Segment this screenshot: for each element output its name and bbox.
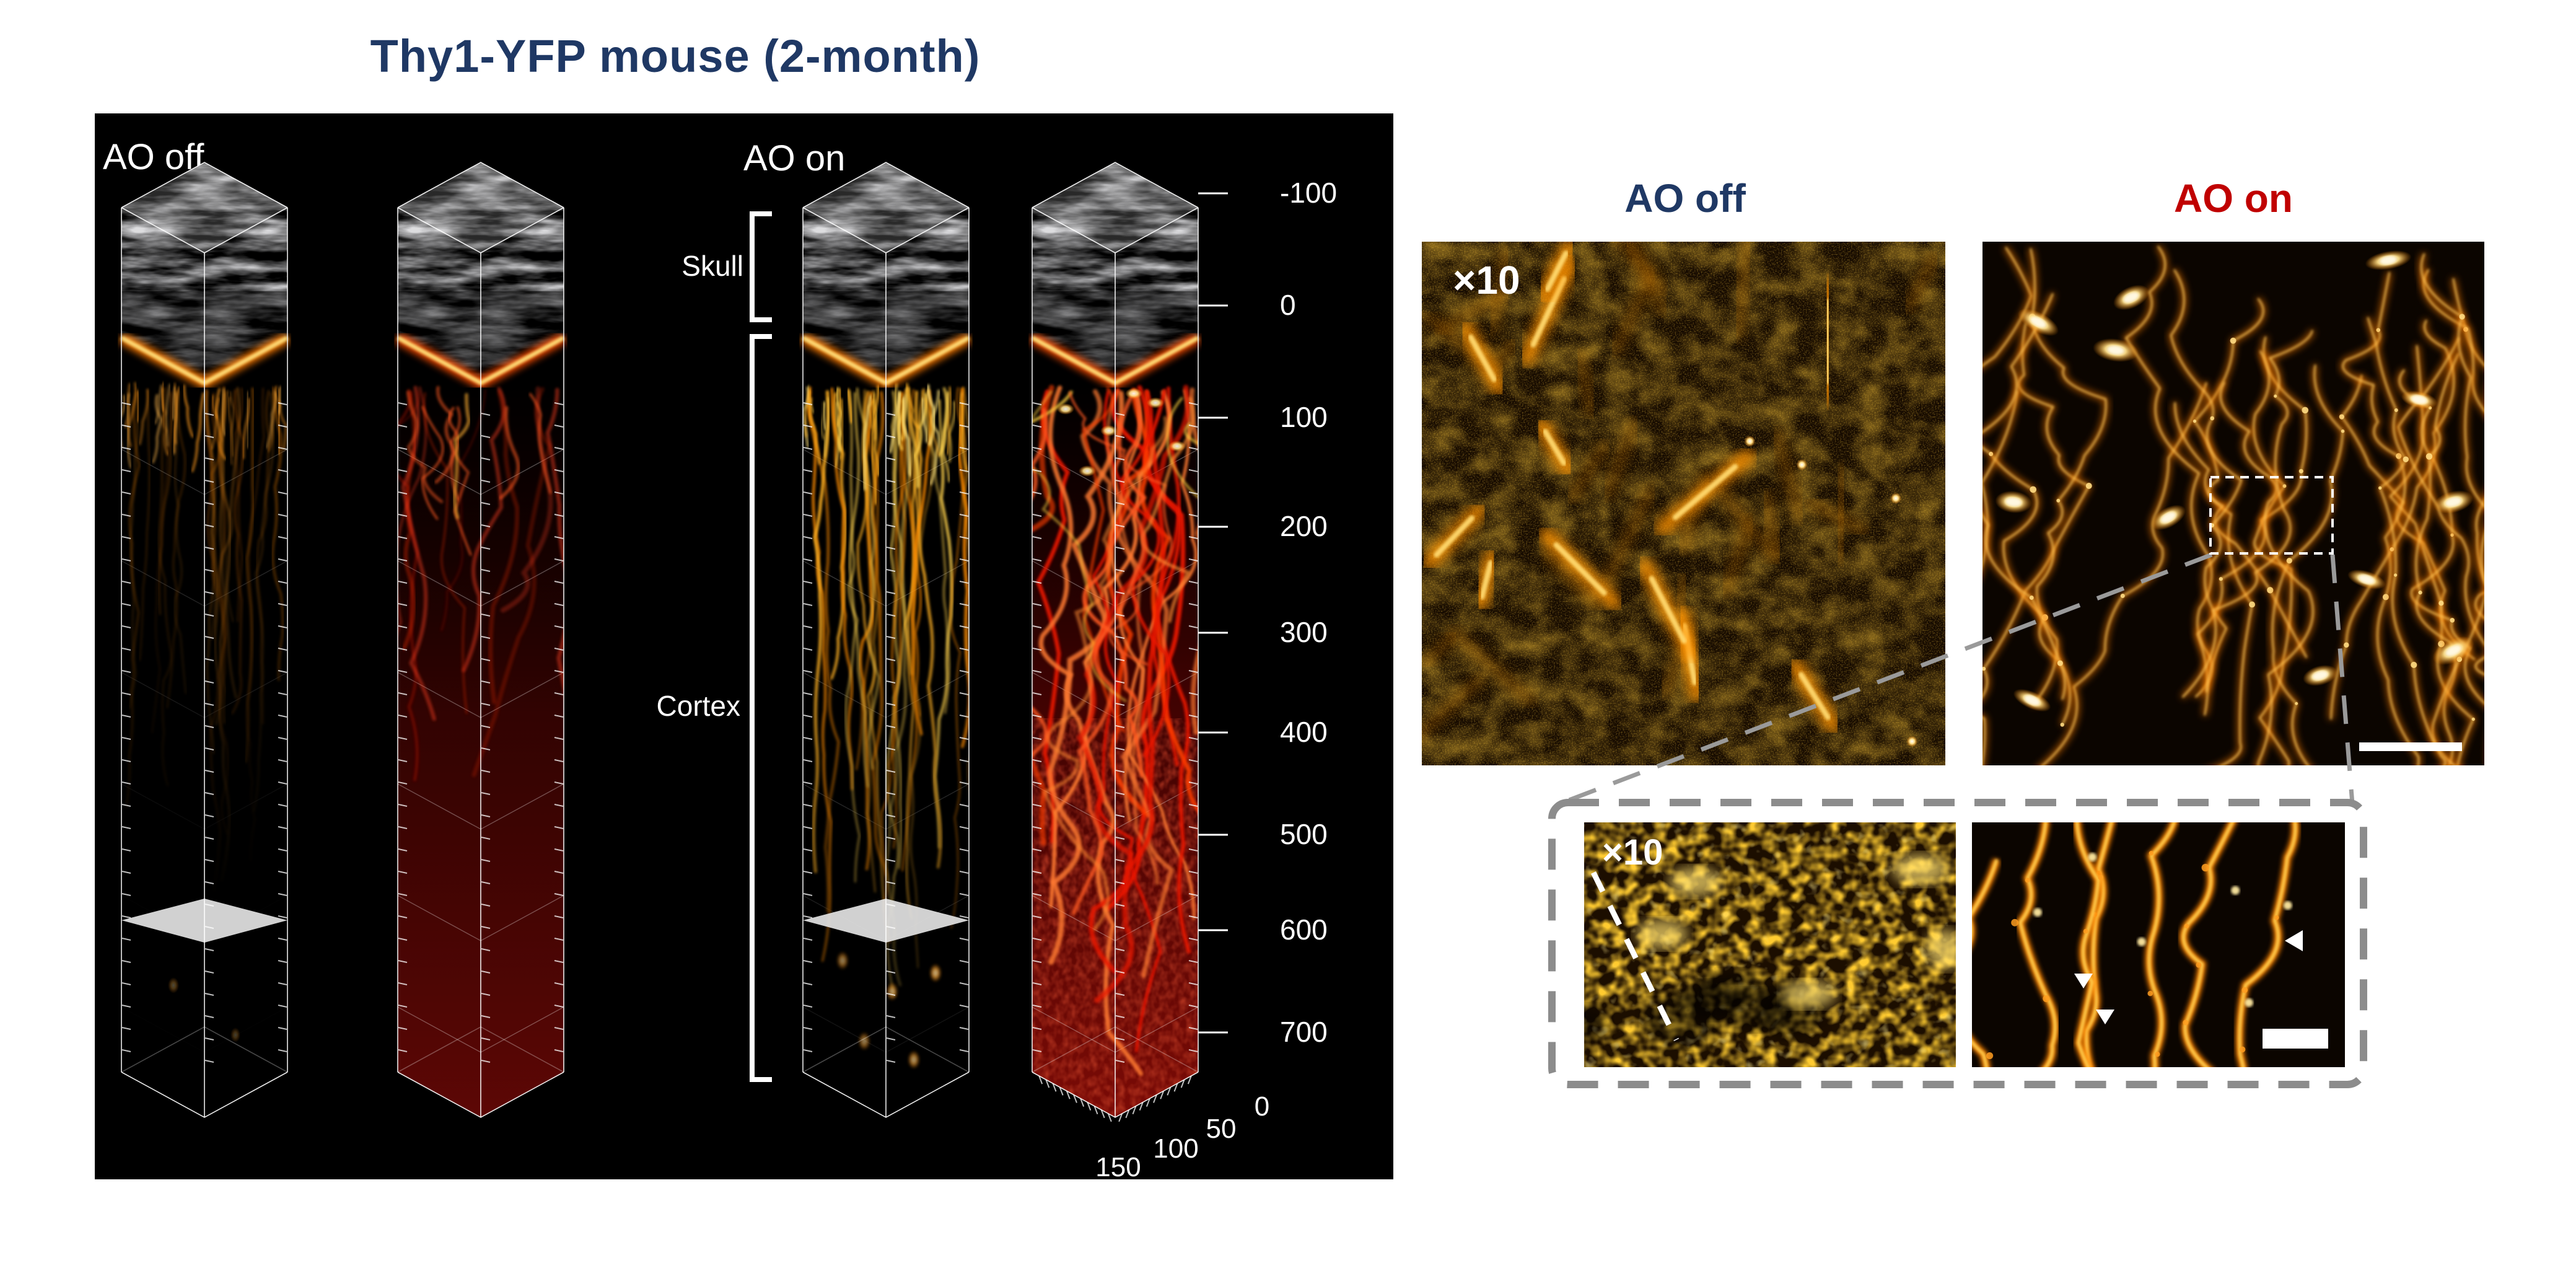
depth-tick-label: 500 [1280,818,1328,850]
depth-tick-label: 300 [1280,616,1328,648]
depth-tick-label: 700 [1280,1016,1328,1048]
volume-column-ao-on-vessels [1029,162,1201,1122]
depth-tick-label: 600 [1280,913,1328,946]
ao-on-3d-label: AO on [743,138,846,178]
depth-tick-label: 200 [1280,510,1328,542]
ao-off-header: AO off [1624,176,1746,221]
figure-title: Thy1-YFP mouse (2-month) [370,30,981,82]
wireframe-box [397,162,564,1118]
cortex-label: Cortex [656,690,740,722]
ao-off-micrograph [1422,242,1945,765]
scale-bar [2359,742,2462,751]
wireframe-box [1032,162,1199,1118]
lateral-tick-label: 150 [1095,1152,1141,1182]
lateral-tick-label: 0 [1254,1091,1270,1122]
depth-tick-label: 400 [1280,716,1328,748]
magnification-label: ×10 [1453,258,1520,302]
lateral-tick-label: 50 [1206,1114,1237,1144]
depth-tick-label: 0 [1280,289,1296,321]
wireframe-box [121,162,288,1118]
depth-tick-label: -100 [1280,177,1338,209]
ao-on-header: AO on [2174,176,2293,221]
inset-scale-bar [2263,1029,2328,1049]
wireframe-box [802,162,970,1118]
inset-magnification-label: ×10 [1602,832,1663,873]
skull-label: Skull [681,250,743,282]
ao-on-micrograph [1982,242,2484,765]
volume-column-ao-off-vessels [395,162,567,1118]
depth-tick-label: 100 [1280,401,1328,433]
volume-column-ao-off-neurons [118,162,291,1118]
volume-column-ao-on-neurons [800,162,972,1118]
ao-off-3d-label: AO off [103,137,204,177]
lateral-tick-label: 100 [1153,1133,1199,1164]
